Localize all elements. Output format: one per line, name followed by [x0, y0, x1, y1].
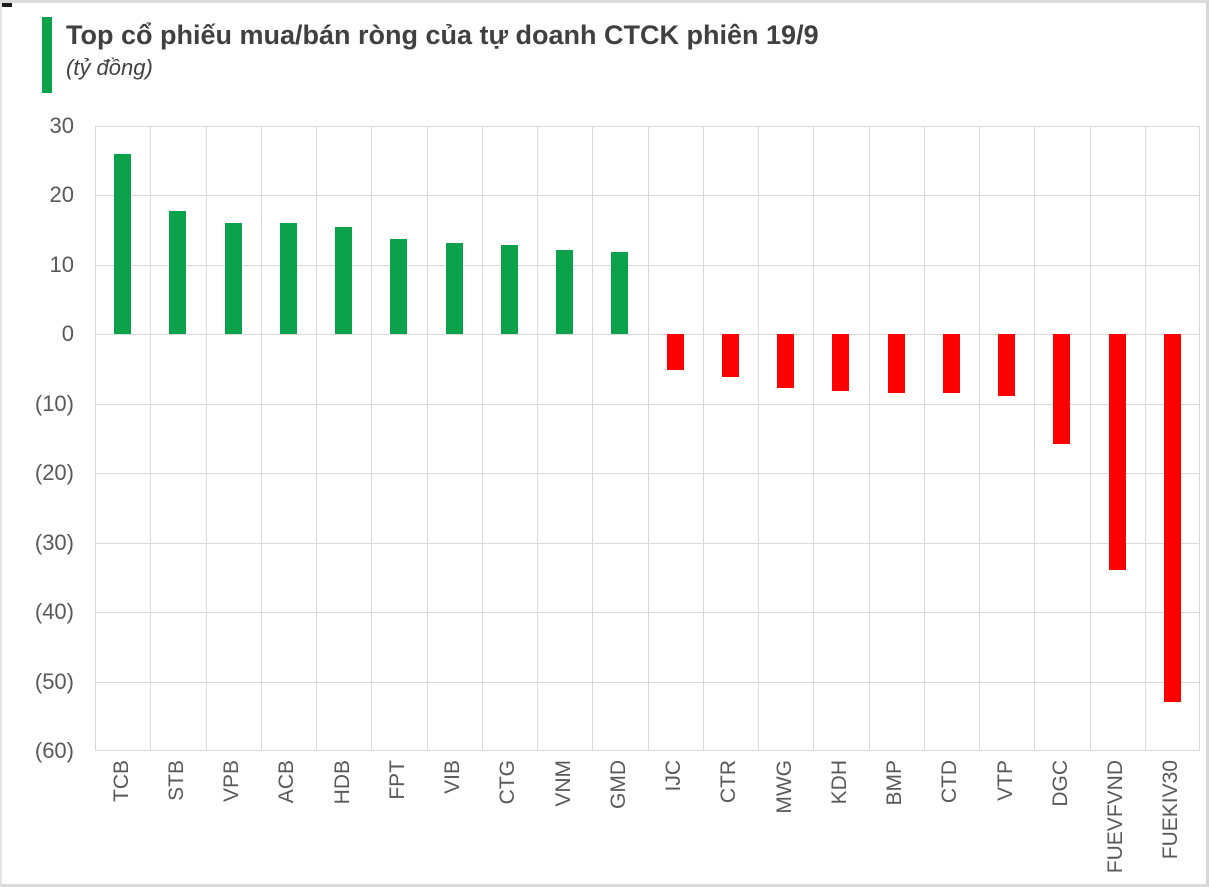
x-tick-label-FUEKIV30: FUEKIV30 [1159, 760, 1183, 860]
gridline-horizontal [95, 334, 1200, 336]
bar-GMD [611, 251, 629, 335]
bar-VIB [445, 242, 463, 335]
bar-TCB [114, 153, 132, 335]
bar-FUEKIV30 [1163, 334, 1181, 703]
plot-area [95, 126, 1200, 751]
gridline-vertical [758, 126, 759, 751]
gridline-vertical [869, 126, 870, 751]
gridline-horizontal [95, 681, 1200, 683]
gridline-vertical [1090, 126, 1091, 751]
x-tick-label-VNM: VNM [551, 760, 575, 807]
gridline-vertical [1145, 126, 1146, 751]
x-tick-label-CTD: CTD [938, 760, 962, 804]
gridline-vertical [592, 126, 593, 751]
x-tick-label-CTG: CTG [496, 760, 520, 805]
gridline-horizontal [95, 264, 1200, 266]
gridline-vertical [924, 126, 925, 751]
gridline-vertical [316, 126, 317, 751]
gridline-horizontal [95, 195, 1200, 197]
gridline-vertical [427, 126, 428, 751]
bar-CTR [721, 334, 739, 378]
gridline-vertical [537, 126, 538, 751]
x-tick-label-VPB: VPB [220, 760, 244, 803]
y-tick-label: 30 [49, 113, 74, 138]
bar-DGC [1053, 334, 1071, 445]
y-tick-label: (10) [34, 390, 74, 416]
bar-FUEVFVND [1108, 334, 1126, 571]
bar-VTP [998, 334, 1016, 397]
gridline-vertical [482, 126, 483, 751]
y-tick-label: (20) [34, 460, 74, 486]
x-tick-label-GMD: GMD [606, 760, 630, 809]
y-tick-label: (60) [34, 738, 74, 763]
x-tick-label-BMP: BMP [883, 760, 907, 806]
y-tick-label: (30) [34, 529, 74, 555]
bar-IJC [666, 334, 684, 370]
x-tick-label-CTR: CTR [717, 760, 741, 804]
y-tick-label: (50) [34, 668, 74, 694]
gridline-vertical [979, 126, 980, 751]
x-tick-label-TCB: TCB [109, 760, 133, 802]
gridline-horizontal [95, 612, 1200, 614]
gridline-vertical [371, 126, 372, 751]
gridline-horizontal [95, 750, 1200, 751]
x-tick-label-DGC: DGC [1048, 760, 1072, 807]
x-tick-label-MWG: MWG [772, 760, 796, 814]
gridline-horizontal [95, 473, 1200, 475]
gridline-horizontal [95, 403, 1200, 405]
y-tick-label: 20 [49, 182, 74, 208]
screen-artifact [2, 3, 12, 7]
bar-KDH [832, 334, 850, 392]
x-tick-label-STB: STB [164, 760, 188, 801]
x-tick-label-VIB: VIB [441, 760, 465, 794]
bar-CTG [500, 244, 518, 335]
bar-STB [169, 210, 187, 335]
y-tick-label: 10 [49, 251, 74, 277]
gridline-vertical [648, 126, 649, 751]
bar-FPT [390, 238, 408, 335]
gridline-horizontal [95, 542, 1200, 544]
gridline-vertical [813, 126, 814, 751]
bar-HDB [335, 226, 353, 335]
gridline-horizontal [95, 126, 1200, 127]
x-tick-label-FUEVFVND: FUEVFVND [1104, 760, 1128, 874]
gridline-vertical [261, 126, 262, 751]
bar-CTD [942, 334, 960, 393]
bar-BMP [887, 334, 905, 393]
title-accent-bar [42, 17, 52, 93]
bar-MWG [777, 334, 795, 389]
y-tick-label: (40) [34, 599, 74, 625]
x-tick-label-ACB: ACB [275, 760, 299, 804]
gridline-vertical [1034, 126, 1035, 751]
gridline-vertical [703, 126, 704, 751]
gridline-vertical [95, 126, 96, 751]
gridline-vertical [1199, 126, 1200, 751]
chart-title: Top cổ phiếu mua/bán ròng của tự doanh C… [66, 20, 819, 50]
gridline-vertical [150, 126, 151, 751]
x-tick-label-VTP: VTP [993, 760, 1017, 801]
x-tick-label-IJC: IJC [662, 760, 686, 792]
x-tick-label-KDH: KDH [827, 760, 851, 805]
chart-unit-label: (tỷ đồng) [66, 55, 153, 80]
bar-ACB [279, 223, 297, 335]
x-tick-label-FPT: FPT [385, 760, 409, 800]
bar-VPB [224, 222, 242, 335]
bar-VNM [556, 250, 574, 335]
x-tick-label-HDB: HDB [330, 760, 354, 805]
y-tick-label: 0 [61, 321, 74, 347]
gridline-vertical [206, 126, 207, 751]
